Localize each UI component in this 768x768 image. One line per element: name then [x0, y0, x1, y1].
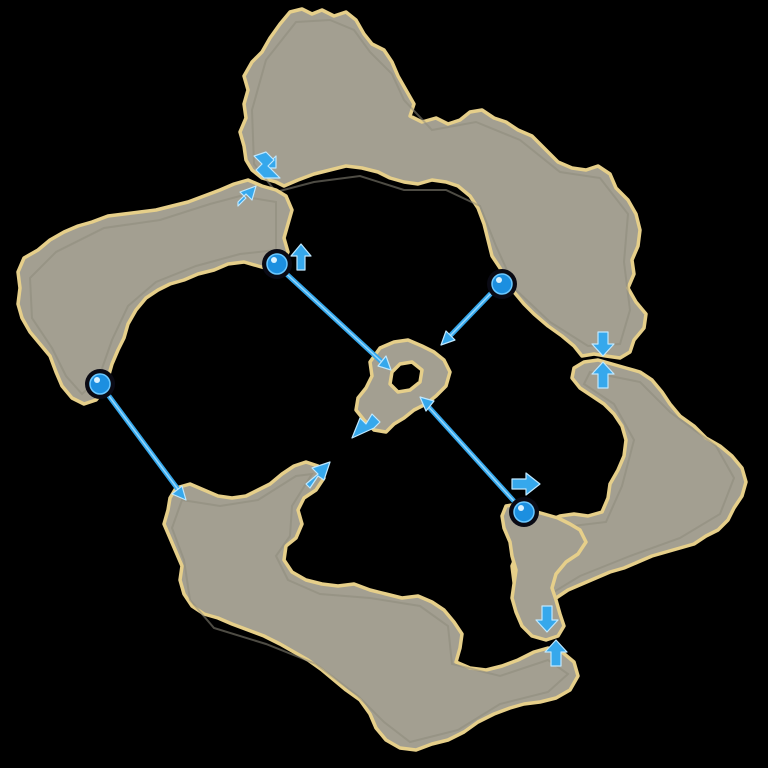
west-waypoint[interactable] — [85, 369, 115, 399]
southwest-exit[interactable] — [305, 461, 331, 489]
southeast-island[interactable] — [500, 502, 588, 642]
arrow-up-icon — [544, 639, 568, 667]
north-island[interactable] — [238, 7, 648, 360]
transition-markers — [237, 151, 615, 667]
arrow-down-icon — [535, 605, 559, 633]
arrow-up-right-icon — [237, 185, 257, 207]
north-route-arrow-icon — [377, 355, 392, 371]
arrow-down-icon — [591, 331, 615, 357]
southeast-waypoint-exit[interactable] — [511, 472, 541, 496]
southeast-waypoint[interactable] — [509, 497, 539, 527]
arrow-up-icon — [591, 361, 615, 389]
west-route[interactable] — [100, 385, 187, 501]
northeast-route-arrow-icon — [440, 330, 456, 346]
waypoints — [85, 249, 539, 527]
northeast-waypoint[interactable] — [487, 269, 517, 299]
north-route[interactable] — [277, 265, 392, 371]
north-waypoint[interactable] — [262, 249, 292, 279]
southeast-route[interactable] — [419, 396, 525, 513]
arrow-right-icon — [511, 472, 541, 496]
southeast-gate[interactable] — [535, 605, 568, 667]
west-route-arrow-icon — [171, 485, 187, 501]
southeast-route-arrow-icon — [419, 396, 435, 412]
arrow-up-right-icon — [305, 461, 331, 489]
north-west-gate[interactable] — [237, 151, 281, 207]
central-exit[interactable] — [351, 413, 381, 439]
north-waypoint-exit[interactable] — [290, 243, 312, 271]
routes — [100, 265, 525, 513]
north-east-gate[interactable] — [591, 331, 615, 389]
arrow-up-icon — [290, 243, 312, 271]
arrow-down-left-icon — [351, 413, 381, 439]
arrow-down-left-icon — [253, 151, 281, 179]
